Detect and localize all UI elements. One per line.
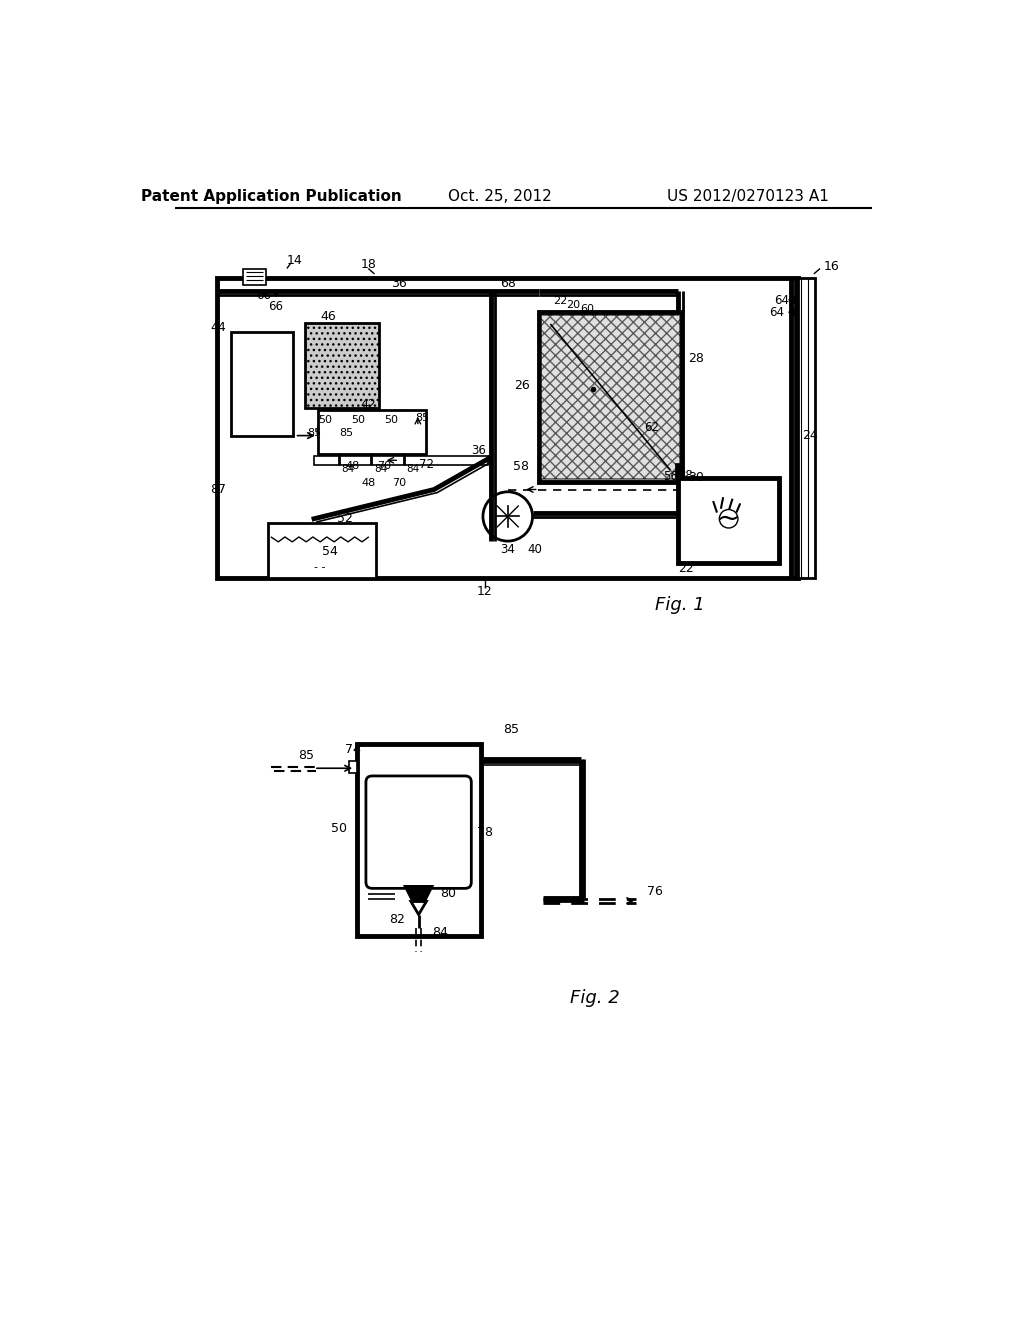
Text: 42: 42 (360, 399, 376, 412)
Text: 50: 50 (318, 416, 333, 425)
Text: 56: 56 (664, 470, 678, 483)
Text: 48: 48 (346, 462, 359, 471)
Text: 34: 34 (501, 543, 515, 556)
Polygon shape (404, 886, 432, 902)
Bar (675, 462, 681, 479)
Text: Fig. 2: Fig. 2 (569, 989, 620, 1007)
Text: 48: 48 (361, 478, 376, 488)
Text: 30: 30 (688, 471, 705, 484)
Text: 84: 84 (407, 465, 420, 474)
Text: 84: 84 (432, 925, 449, 939)
Text: 70: 70 (392, 478, 407, 488)
Text: 85: 85 (298, 748, 314, 762)
Bar (678, 478, 779, 562)
Text: 16: 16 (823, 260, 839, 273)
Bar (317, 411, 426, 454)
Text: 36: 36 (471, 445, 486, 458)
Text: 46: 46 (321, 310, 336, 323)
Text: US 2012/0270123 A1: US 2012/0270123 A1 (667, 189, 829, 205)
Text: 70: 70 (377, 462, 391, 471)
Text: 50: 50 (384, 416, 397, 425)
Text: 44: 44 (211, 321, 226, 334)
Text: 64: 64 (769, 306, 784, 319)
Text: 26: 26 (514, 379, 529, 392)
Text: 22: 22 (678, 561, 694, 574)
Text: 18: 18 (360, 259, 376, 271)
Text: 50: 50 (332, 822, 347, 834)
Text: ~: ~ (717, 504, 740, 533)
Text: 52: 52 (337, 512, 352, 525)
Text: 85: 85 (504, 723, 519, 737)
Text: 50: 50 (351, 416, 366, 425)
Text: 68: 68 (500, 277, 516, 289)
Text: 14: 14 (287, 255, 302, 268)
Text: 82: 82 (389, 912, 404, 925)
Text: 20: 20 (566, 300, 581, 310)
Text: Oct. 25, 2012: Oct. 25, 2012 (449, 189, 552, 205)
Text: 72: 72 (419, 458, 434, 471)
Text: 62: 62 (644, 421, 658, 434)
Text: 60: 60 (580, 304, 594, 314)
Text: 74: 74 (345, 743, 360, 756)
Text: 85: 85 (307, 428, 322, 437)
Text: 22: 22 (553, 296, 567, 306)
Text: 38: 38 (678, 469, 693, 482)
Text: 36: 36 (391, 277, 408, 289)
Circle shape (317, 411, 359, 453)
Circle shape (350, 411, 392, 453)
Bar (305, 323, 379, 408)
Bar (314, 455, 488, 465)
Text: 78: 78 (477, 825, 493, 838)
Text: 64: 64 (774, 294, 790, 308)
Circle shape (383, 411, 425, 453)
Text: 28: 28 (688, 352, 705, 366)
Bar (541, 314, 680, 479)
FancyBboxPatch shape (366, 776, 471, 888)
Text: Fig. 1: Fig. 1 (655, 597, 705, 614)
Text: 87: 87 (210, 483, 226, 496)
Text: 58: 58 (513, 459, 529, 473)
Text: 84: 84 (374, 465, 387, 474)
Text: 66: 66 (256, 289, 271, 302)
Text: 24: 24 (802, 429, 818, 442)
Circle shape (719, 510, 738, 528)
Text: 85: 85 (340, 428, 353, 437)
Text: 40: 40 (527, 543, 543, 556)
Bar (267, 523, 376, 578)
Text: 84: 84 (341, 465, 354, 474)
Text: 76: 76 (647, 884, 664, 898)
Bar (243, 268, 266, 285)
Text: 66: 66 (267, 300, 283, 313)
Bar (799, 277, 815, 578)
Bar (217, 277, 799, 578)
Text: 12: 12 (476, 585, 493, 598)
Text: 54: 54 (322, 545, 338, 557)
Text: 85: 85 (416, 413, 429, 422)
Bar (539, 313, 682, 482)
Text: - -: - - (314, 561, 326, 572)
Circle shape (483, 492, 532, 541)
Bar (231, 331, 293, 436)
Text: Patent Application Publication: Patent Application Publication (141, 189, 401, 205)
Bar (356, 743, 480, 936)
Bar (349, 760, 356, 774)
Text: 80: 80 (440, 887, 457, 900)
